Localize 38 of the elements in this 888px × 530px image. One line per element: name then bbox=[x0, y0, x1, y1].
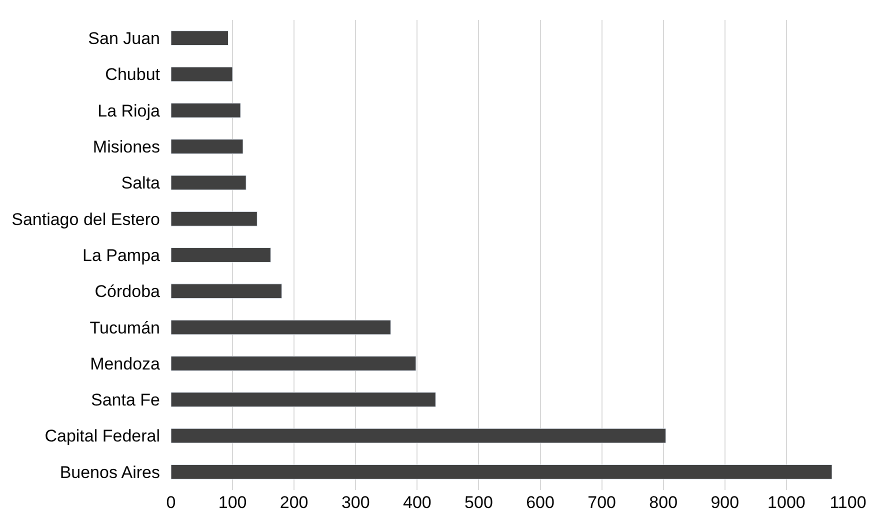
x-tick-label: 800 bbox=[649, 493, 678, 512]
y-tick-label: Salta bbox=[121, 174, 161, 193]
bar bbox=[171, 356, 416, 371]
y-tick-label: Misiones bbox=[92, 137, 160, 156]
x-tick-label: 300 bbox=[341, 493, 370, 512]
bar bbox=[171, 175, 246, 190]
bar bbox=[171, 392, 436, 408]
y-tick-label: Santiago del Estero bbox=[12, 210, 160, 229]
y-tick-label: Buenos Aires bbox=[60, 462, 160, 482]
y-tick-label: Capital Federal bbox=[44, 426, 160, 446]
bar bbox=[171, 248, 271, 262]
x-tick-label: 100 bbox=[218, 493, 247, 512]
bar bbox=[171, 139, 244, 154]
y-tick-label: Chubut bbox=[105, 65, 160, 84]
bar bbox=[171, 284, 282, 299]
bar bbox=[171, 464, 832, 480]
y-tick-label: Córdoba bbox=[94, 282, 161, 302]
y-tick-label: La Rioja bbox=[98, 101, 161, 120]
y-tick-label: La Pampa bbox=[82, 246, 161, 265]
y-tick-label: Santa Fe bbox=[91, 390, 160, 410]
bar bbox=[171, 30, 228, 46]
x-tick-label: 1000 bbox=[768, 493, 806, 512]
bar bbox=[171, 66, 233, 82]
x-tick-label: 500 bbox=[464, 493, 493, 512]
y-tick-label: San Juan bbox=[88, 29, 160, 48]
x-tick-label: 0 bbox=[166, 493, 176, 512]
bar bbox=[171, 428, 666, 444]
x-tick-label: 900 bbox=[710, 493, 740, 512]
x-tick-label: 700 bbox=[588, 493, 616, 512]
bar bbox=[171, 102, 241, 118]
y-tick-label: Mendoza bbox=[90, 354, 161, 374]
bar bbox=[171, 320, 391, 335]
x-tick-label: 600 bbox=[526, 493, 554, 512]
x-tick-label: 400 bbox=[402, 493, 432, 512]
bar bbox=[171, 211, 258, 226]
x-tick-label: 200 bbox=[280, 493, 308, 512]
x-tick-label: 1100 bbox=[830, 493, 866, 512]
y-tick-label: Tucumán bbox=[90, 318, 160, 338]
